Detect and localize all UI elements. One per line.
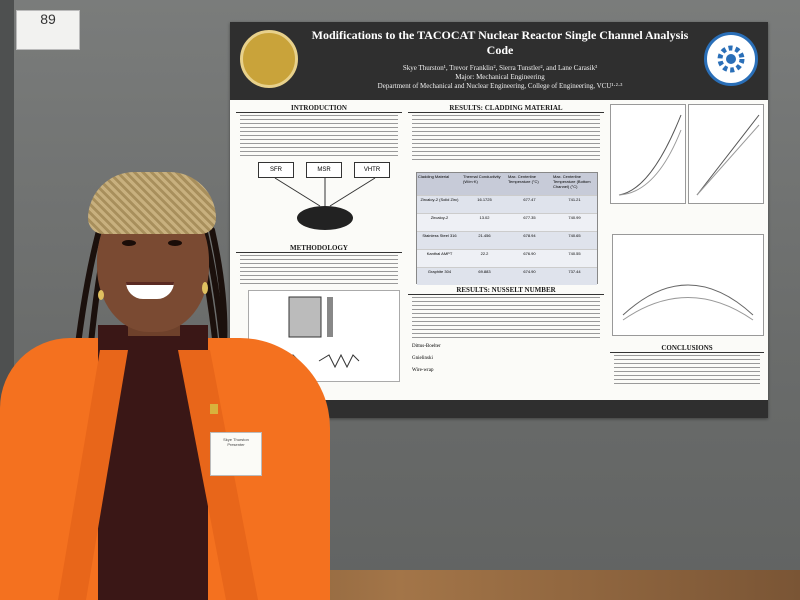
conclusions-section: CONCLUSIONS [610,344,764,387]
name-badge-role: Presenter [227,442,245,447]
poster-footer-bar [310,400,768,418]
table-cell: 674.90 [523,269,536,274]
table-header-cell: Thermal Conductivity (W/m·K) [463,174,501,184]
equation-wire-wrap: Wire-wrap [412,368,434,373]
left-eye [122,240,136,246]
name-badge: Skye Thurston Presenter [210,432,262,476]
authors-line: Skye Thurston¹, Trevor Franklin², Sierra… [402,64,598,72]
nusselt-vs-prandtl-plot [610,104,686,204]
table-row: Zircaloy-2 13.02 677.35 740.99 [417,213,597,231]
board-number: 89 [40,11,56,27]
table-header-cell: Cladding Material [418,174,450,179]
introduction-text [240,115,398,159]
research-poster: Modifications to the TACOCAT Nuclear Rea… [230,22,768,418]
department-line: Department of Mechanical and Nuclear Eng… [377,82,623,90]
tacocat-logo-icon [297,206,353,230]
name-badge-name: Skye Thurston [223,437,249,442]
temperature-profile-plot [612,234,764,336]
table-cell: 740.99 [568,215,581,220]
table-cell: 677.47 [523,197,536,202]
methodology-heading: METHODOLOGY [236,244,402,253]
board-number-card: 89 [16,10,80,50]
right-eye [168,240,182,246]
table-cell: Stainless Steel 316 [422,233,457,238]
table-cell: 737.44 [568,269,581,274]
equation-list: Dittus-Boelter Gnielinski Wire-wrap [408,341,604,377]
reactor-type-sfr: SFR [258,162,294,178]
table-cell: 21.456 [478,233,491,238]
table-cell: 678.94 [523,233,536,238]
table-header-cell: Max. Centerline Temperature (°C) [508,174,539,184]
introduction-heading: INTRODUCTION [236,104,402,113]
nusselt-vs-reynolds-plot [688,104,764,204]
table-cell: Kanthal AMPT [426,251,453,256]
conclusions-heading: CONCLUSIONS [610,344,764,353]
equation-dittus-boelter: Dittus-Boelter [412,344,441,349]
nusselt-text [412,297,600,339]
methodology-text [240,255,398,285]
table-row: Graphite 304 69.883 674.90 737.44 [417,267,597,285]
gear-logo-icon [704,32,758,86]
poster-header: Modifications to the TACOCAT Nuclear Rea… [230,22,768,100]
results-nusselt-heading: RESULTS: NUSSELT NUMBER [408,286,604,295]
methodology-section: METHODOLOGY [236,244,402,287]
crochet-headband [88,172,216,234]
table-cell: 741.21 [568,197,581,202]
table-row: Stainless Steel 316 21.456 678.94 740.65 [417,231,597,249]
nusselt-section: RESULTS: NUSSELT NUMBER Dittus-Boelter G… [408,286,604,377]
reactor-type-vhtr: VHTR [354,162,390,178]
table-cell: 16.1725 [477,197,492,202]
table-cell: Graphite 304 [427,269,452,274]
earring-left [98,290,104,300]
major-line: Major: Mechanical Engineering [455,73,545,81]
table-header-row: Cladding Material Thermal Conductivity (… [417,173,597,195]
smile [126,282,174,299]
equation-gnielinski: Gnielinski [412,356,433,361]
left-column: INTRODUCTION [236,104,402,161]
university-seal-icon [240,30,298,88]
reactor-diagram [274,177,376,230]
poster-authors: Skye Thurston¹, Trevor Franklin², Sierra… [310,64,690,91]
table-cell: Zircaloy-2 [430,215,449,220]
results-cladding-heading: RESULTS: CLADDING MATERIAL [408,104,604,113]
table-cell: 69.883 [478,269,491,274]
cladding-text [412,115,600,163]
table-cell: 22.2 [480,251,489,256]
middle-column: RESULTS: CLADDING MATERIAL [408,104,604,165]
table-cell: 676.90 [523,251,536,256]
table-header-cell: Max. Centerline Temperature (Bottom Chan… [553,174,591,189]
table-cell: 677.35 [523,215,536,220]
cladding-table: Cladding Material Thermal Conductivity (… [416,172,598,285]
lapel-pin-icon [210,404,218,414]
table-row: Zircaloy-2 (Solid Zirc) 16.1725 677.47 741.… [417,195,597,213]
table-row: Kanthal AMPT 22.2 676.90 740.55 [417,249,597,267]
table-cell: 740.65 [568,233,581,238]
table-cell: 13.02 [479,215,490,220]
reactor-type-msr: MSR [306,162,342,178]
table-cell: 740.55 [568,251,581,256]
table-cell: Zircaloy-2 (Solid Zirc) [420,197,459,202]
earring-right [202,282,208,294]
gear-icon [717,45,745,73]
conclusions-text [614,355,760,385]
table-body: Zircaloy-2 (Solid Zirc) 16.1725 677.47 741.… [417,195,597,285]
poster-title: Modifications to the TACOCAT Nuclear Rea… [311,28,689,57]
